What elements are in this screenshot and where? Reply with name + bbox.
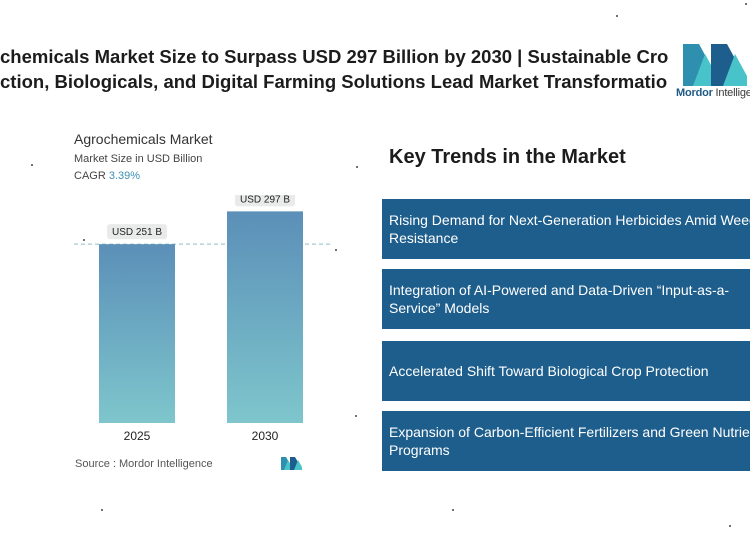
data-label: USD 297 B (240, 195, 290, 205)
trends-title: Key Trends in the Market (389, 146, 626, 168)
headline: chemicals Market Size to Surpass USD 297… (0, 44, 668, 94)
speck (335, 249, 337, 251)
speck (101, 509, 103, 511)
trend-item: Expansion of Carbon-Efficient Fertilizer… (382, 411, 750, 471)
trend-item: Accelerated Shift Toward Biological Crop… (382, 341, 750, 401)
trend-item-text: Expansion of Carbon-Efficient Fertilizer… (389, 424, 750, 458)
data-label: USD 251 B (112, 227, 162, 238)
headline-line-1: chemicals Market Size to Surpass USD 297… (0, 46, 668, 67)
mordor-intelligence-logo (683, 40, 750, 104)
headline-line-2: ction, Biologicals, and Digital Farming … (0, 71, 668, 92)
data-label-bg (107, 224, 167, 240)
speck (355, 415, 357, 417)
speck (745, 3, 747, 5)
trend-item-text: Rising Demand for Next-Generation Herbic… (389, 212, 750, 246)
chart-subtitle: Market Size in USD Billion (74, 153, 203, 165)
brand-name: Mordor Intelligence (676, 87, 750, 99)
data-label-bg (235, 195, 295, 207)
speck (452, 509, 454, 511)
trend-item-text: Accelerated Shift Toward Biological Crop… (389, 363, 709, 379)
speck (356, 166, 358, 168)
trend-item: Integration of AI-Powered and Data-Drive… (382, 269, 750, 329)
trend-item: Rising Demand for Next-Generation Herbic… (382, 199, 750, 259)
mordor-small-logo (281, 457, 302, 470)
trend-item-text: Integration of AI-Powered and Data-Drive… (389, 282, 730, 316)
cagr: CAGR 3.39% (74, 170, 140, 182)
bar (227, 211, 303, 423)
speck (729, 525, 731, 527)
x-tick-label: 2025 (124, 429, 151, 443)
chart-title: Agrochemicals Market (74, 131, 213, 147)
bar (99, 244, 175, 423)
cagr-label: CAGR (74, 170, 106, 182)
cagr-value: 3.39% (108, 170, 141, 182)
source-note: Source : Mordor Intelligence (75, 458, 213, 470)
market-size-bar-chart: USD 251 B 2025 USD 297 B 2030 (74, 195, 332, 443)
speck (616, 15, 618, 17)
speck (31, 164, 33, 166)
x-tick-label: 2030 (252, 429, 279, 443)
speck (83, 239, 85, 241)
